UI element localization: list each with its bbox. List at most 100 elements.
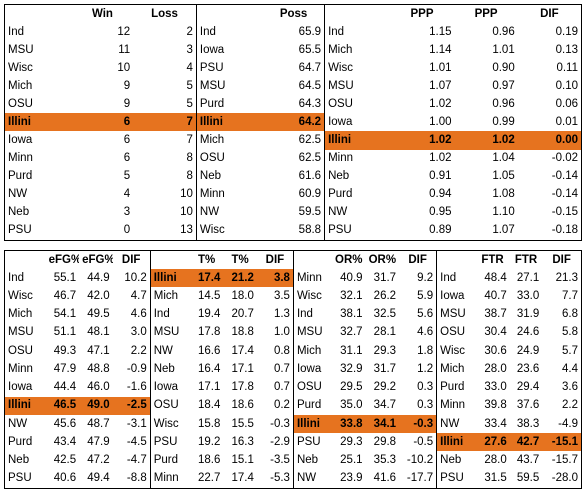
ftr-value-cell: 5.8	[562, 326, 578, 339]
to-value-cell: 0.8	[273, 344, 290, 357]
record-header-cell: Win	[91, 7, 113, 20]
ppp-value-cell: 0.19	[555, 25, 578, 38]
or-value-cell: 35.3	[373, 454, 397, 467]
ftr-value-cell: 21.3	[555, 271, 578, 284]
ppp-value-cell: 1.02	[454, 131, 518, 150]
ppp-value-cell: 1.15	[429, 25, 452, 38]
table-row: Ind 55.1 44.9 10.2 Illini 17.4 21.2 3.8 Minn 40.9…	[5, 269, 581, 288]
to-value-cell: 15.8	[197, 417, 221, 430]
record-team-cell: OSU	[8, 97, 33, 110]
efg-value-cell: 3.0	[130, 326, 147, 339]
efg-team-cell: Wisc	[8, 290, 33, 303]
table-row: PSU 40.6 49.4 -8.8 Minn 22.7 17.4 -5.3 NW 23.9 41.…	[5, 469, 581, 488]
record-team-cell: Purd	[8, 170, 33, 183]
efg-value-cell: 55.1	[53, 271, 77, 284]
or-value-cell: 1.2	[417, 362, 434, 375]
or-team-cell: NW	[292, 469, 333, 488]
table-row: Minn 6 8 OSU 62.5 Minn 1.02 1.04 -0.02	[5, 149, 581, 168]
ppp-team-cell: Wisc	[324, 59, 390, 78]
efg-value-cell: 48.8	[87, 362, 110, 375]
poss-value-cell: 62.5	[298, 152, 322, 165]
efg-value-cell: 47.2	[87, 454, 110, 467]
record-team-cell: PSU	[8, 224, 32, 237]
table-row: Mich 54.1 49.5 4.6 Ind 19.4 20.7 1.3 Ind 38.1 32.5…	[5, 305, 581, 324]
or-value-cell: 34.7	[373, 399, 397, 412]
to-team-cell: Iowa	[149, 378, 190, 397]
to-value-cell: 17.4	[189, 269, 224, 288]
record-team-cell: Minn	[8, 152, 33, 165]
to-team-cell: NW	[149, 342, 190, 361]
to-value-cell: 1.3	[273, 308, 290, 321]
record-value-cell: 5	[123, 170, 131, 183]
poss-value-cell: 65.9	[298, 25, 322, 38]
to-header-cell: DIF	[265, 253, 285, 266]
ftr-value-cell: 38.3	[516, 417, 540, 430]
record-value-cell: 7	[133, 113, 197, 132]
ftr-team-cell: OSU	[436, 323, 476, 343]
or-value-cell: -17.7	[406, 472, 434, 485]
record-header-cell: Loss	[151, 7, 178, 20]
efg-value-cell: 51.1	[53, 326, 77, 339]
ftr-value-cell: 48.4	[484, 271, 507, 284]
ppp-value-cell: -0.02	[551, 152, 578, 165]
poss-value-cell: 65.5	[298, 43, 322, 56]
ppp-value-cell: -0.18	[551, 224, 578, 237]
ftr-value-cell: -15.1	[542, 433, 581, 452]
record-value-cell: 8	[186, 152, 193, 165]
efg-value-cell: -8.8	[126, 472, 147, 485]
to-value-cell: -3.5	[270, 454, 290, 467]
record-value-cell: 3	[123, 206, 131, 219]
ftr-header-cell: DIF	[552, 253, 571, 266]
efg-value-cell: 46.0	[87, 381, 110, 394]
ppp-team-cell: Purd	[324, 185, 390, 204]
ftr-value-cell: 23.6	[516, 362, 540, 375]
ftr-team-cell: Minn	[436, 396, 476, 415]
record-value-cell: 5	[186, 97, 193, 110]
poss-value-cell: 59.5	[298, 206, 322, 219]
poss-header-cell: Poss	[279, 7, 308, 20]
poss-value-cell: 61.6	[298, 170, 322, 183]
ppp-team-cell: MSU	[324, 77, 390, 96]
record-value-cell: 4	[186, 61, 193, 74]
efg-value-cell: 49.3	[53, 344, 77, 357]
efg-team-cell: Purd	[8, 435, 33, 448]
ftr-value-cell: 24.9	[516, 344, 540, 357]
ftr-value-cell: 6.8	[562, 308, 578, 321]
to-value-cell: 17.4	[231, 472, 254, 485]
efg-value-cell: -2.5	[112, 396, 151, 415]
table-row: Minn 47.9 48.8 -0.9 Neb 16.4 17.1 0.7 Iowa 32.9 31…	[5, 360, 581, 379]
to-team-cell: Wisc	[149, 414, 190, 434]
ppp-value-cell: 0.06	[555, 97, 578, 110]
poss-team-cell: Neb	[195, 167, 264, 186]
ftr-value-cell: 33.0	[484, 381, 507, 394]
or-team-cell: Mich	[292, 342, 333, 361]
to-team-cell: OSU	[149, 396, 190, 415]
ppp-value-cell: -0.15	[551, 206, 578, 219]
efg-value-cell: 48.7	[87, 417, 110, 430]
ftr-value-cell: -15.7	[551, 454, 578, 467]
or-value-cell: 5.6	[417, 308, 434, 321]
or-team-cell: Purd	[292, 396, 333, 415]
efg-value-cell: -0.9	[126, 362, 147, 375]
table-row: NW 45.6 48.7 -3.1 Wisc 15.8 15.5 -0.3 Illini 33.8…	[5, 414, 581, 434]
ppp-value-cell: 0.91	[429, 170, 452, 183]
efg-value-cell: -4.7	[126, 454, 147, 467]
to-team-cell: Ind	[149, 305, 190, 324]
ppp-value-cell: 1.01	[492, 43, 515, 56]
ftr-value-cell: 24.6	[516, 326, 540, 339]
ftr-value-cell: 28.0	[484, 362, 507, 375]
poss-value-cell: 64.7	[298, 61, 322, 74]
to-value-cell: 18.4	[197, 399, 221, 412]
to-value-cell: 21.2	[223, 269, 257, 288]
poss-team-cell: OSU	[195, 149, 264, 168]
ppp-value-cell: 1.00	[429, 115, 452, 128]
ppp-value-cell: 1.02	[429, 97, 452, 110]
poss-team-cell: PSU	[195, 59, 264, 78]
record-value-cell: 9	[123, 97, 131, 110]
ppp-team-cell: Mich	[324, 41, 390, 60]
or-team-cell: MSU	[292, 323, 333, 343]
to-team-cell: MSU	[149, 323, 190, 343]
to-value-cell: 16.3	[231, 435, 254, 448]
table-row: NW 4 10 Minn 60.9 Purd 0.94 1.08 -0.14	[5, 185, 581, 204]
ppp-team-cell: Illini	[324, 131, 390, 150]
